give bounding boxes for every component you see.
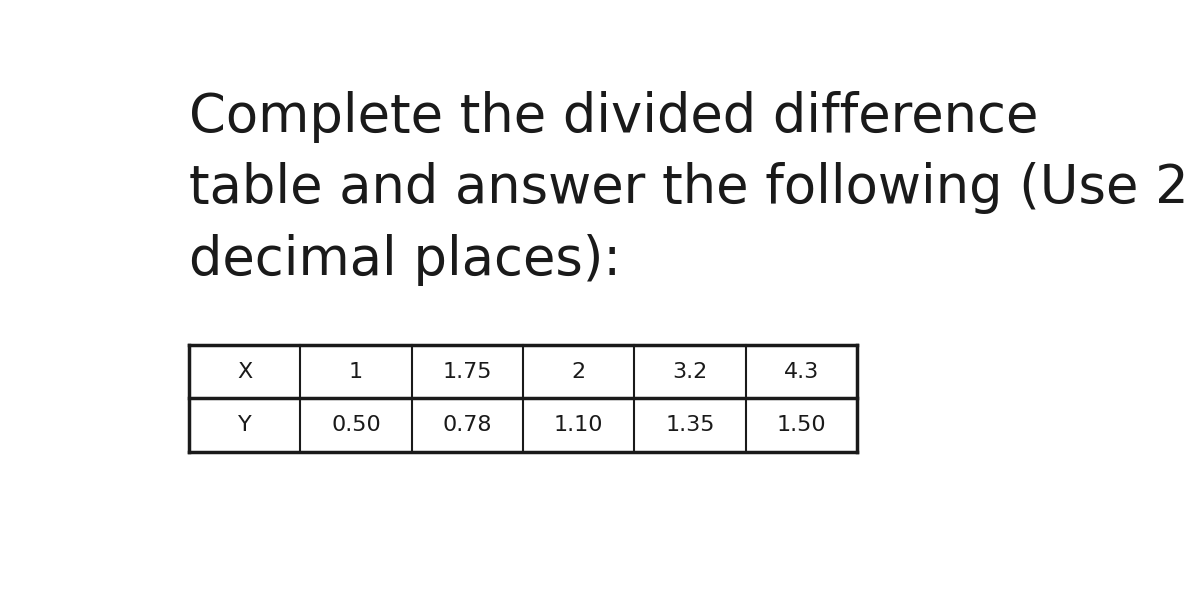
Text: 1.75: 1.75 — [443, 362, 492, 382]
Text: decimal places):: decimal places): — [190, 234, 622, 286]
Text: 1.50: 1.50 — [776, 415, 826, 435]
Text: 2: 2 — [571, 362, 586, 382]
Text: Y: Y — [238, 415, 252, 435]
Text: 0.50: 0.50 — [331, 415, 380, 435]
Text: 1.10: 1.10 — [554, 415, 604, 435]
Text: table and answer the following (Use 2: table and answer the following (Use 2 — [190, 162, 1189, 215]
Text: 0.78: 0.78 — [443, 415, 492, 435]
Text: 1.35: 1.35 — [665, 415, 715, 435]
Text: 1: 1 — [349, 362, 364, 382]
Text: 4.3: 4.3 — [784, 362, 818, 382]
Text: 3.2: 3.2 — [672, 362, 708, 382]
Text: X: X — [238, 362, 252, 382]
Text: Complete the divided difference: Complete the divided difference — [190, 91, 1038, 142]
